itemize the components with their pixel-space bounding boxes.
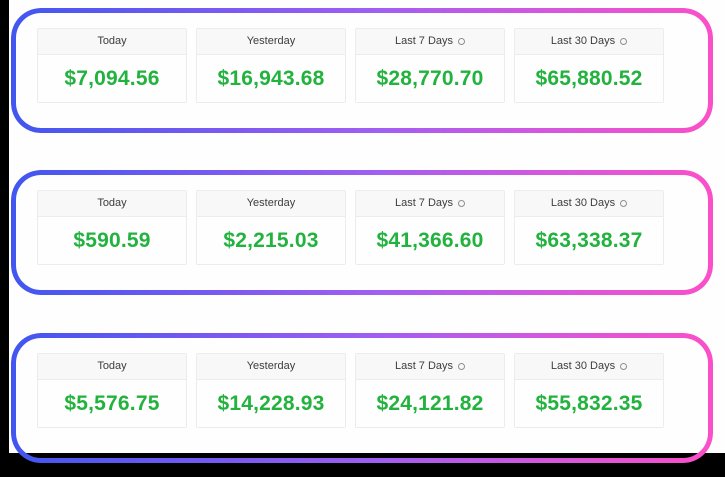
stat-card-last-7-days: Last 7 Days $41,366.60 bbox=[355, 190, 505, 265]
info-icon[interactable] bbox=[620, 38, 628, 45]
stat-card-header: Last 30 Days bbox=[515, 191, 663, 217]
stat-card-last-7-days: Last 7 Days $28,770.70 bbox=[355, 28, 505, 103]
stat-label: Yesterday bbox=[246, 35, 296, 47]
stat-value: $65,880.52 bbox=[515, 55, 663, 102]
stat-card-header: Yesterday bbox=[197, 354, 345, 380]
stat-card-today: Today $7,094.56 bbox=[37, 28, 187, 103]
stat-label: Last 7 Days bbox=[394, 360, 454, 372]
stat-card-header: Yesterday bbox=[197, 29, 345, 55]
stat-value: $55,832.35 bbox=[515, 380, 663, 427]
stats-panel-2: Today $590.59 Yesterday $2,215.03 Last 7… bbox=[11, 170, 713, 295]
stat-card-header: Today bbox=[38, 29, 186, 55]
stat-label: Yesterday bbox=[246, 197, 296, 209]
stat-card-header: Today bbox=[38, 354, 186, 380]
stat-card-header: Last 7 Days bbox=[356, 354, 504, 380]
stat-value: $590.59 bbox=[38, 217, 186, 264]
info-icon[interactable] bbox=[458, 38, 466, 45]
info-icon[interactable] bbox=[458, 200, 466, 207]
stat-label: Today bbox=[97, 197, 127, 209]
stat-card-last-30-days: Last 30 Days $63,338.37 bbox=[514, 190, 664, 265]
stat-label: Today bbox=[97, 35, 127, 47]
stat-card-last-7-days: Last 7 Days $24,121.82 bbox=[355, 353, 505, 428]
stat-card-yesterday: Yesterday $2,215.03 bbox=[196, 190, 346, 265]
stat-label: Yesterday bbox=[246, 360, 296, 372]
stat-card-today: Today $5,576.75 bbox=[37, 353, 187, 428]
stat-card-yesterday: Yesterday $14,228.93 bbox=[196, 353, 346, 428]
stats-panel-1: Today $7,094.56 Yesterday $16,943.68 Las… bbox=[11, 8, 713, 133]
stat-value: $2,215.03 bbox=[197, 217, 345, 264]
stat-card-header: Yesterday bbox=[197, 191, 345, 217]
stats-panel-3: Today $5,576.75 Yesterday $14,228.93 Las… bbox=[11, 333, 713, 463]
stat-card-last-30-days: Last 30 Days $55,832.35 bbox=[514, 353, 664, 428]
stat-value: $24,121.82 bbox=[356, 380, 504, 427]
stat-label: Last 7 Days bbox=[394, 35, 454, 47]
info-icon[interactable] bbox=[620, 363, 628, 370]
stat-label: Today bbox=[97, 360, 127, 372]
stat-value: $5,576.75 bbox=[38, 380, 186, 427]
stat-card-header: Last 30 Days bbox=[515, 29, 663, 55]
stats-cards-row: Today $7,094.56 Yesterday $16,943.68 Las… bbox=[37, 28, 664, 103]
stat-label: Last 30 Days bbox=[550, 360, 616, 372]
stat-value: $16,943.68 bbox=[197, 55, 345, 102]
stat-label: Last 30 Days bbox=[550, 35, 616, 47]
stat-card-header: Last 7 Days bbox=[356, 29, 504, 55]
stat-card-header: Last 30 Days bbox=[515, 354, 663, 380]
stats-cards-row: Today $5,576.75 Yesterday $14,228.93 Las… bbox=[37, 353, 664, 428]
stat-value: $14,228.93 bbox=[197, 380, 345, 427]
stats-cards-row: Today $590.59 Yesterday $2,215.03 Last 7… bbox=[37, 190, 664, 265]
info-icon[interactable] bbox=[458, 363, 466, 370]
stat-card-last-30-days: Last 30 Days $65,880.52 bbox=[514, 28, 664, 103]
stat-card-header: Last 7 Days bbox=[356, 191, 504, 217]
info-icon[interactable] bbox=[620, 200, 628, 207]
stat-card-yesterday: Yesterday $16,943.68 bbox=[196, 28, 346, 103]
stat-label: Last 30 Days bbox=[550, 197, 616, 209]
stat-value: $63,338.37 bbox=[515, 217, 663, 264]
stat-value: $7,094.56 bbox=[38, 55, 186, 102]
stat-label: Last 7 Days bbox=[394, 197, 454, 209]
stat-value: $28,770.70 bbox=[356, 55, 504, 102]
stat-card-header: Today bbox=[38, 191, 186, 217]
stat-card-today: Today $590.59 bbox=[37, 190, 187, 265]
stat-value: $41,366.60 bbox=[356, 217, 504, 264]
